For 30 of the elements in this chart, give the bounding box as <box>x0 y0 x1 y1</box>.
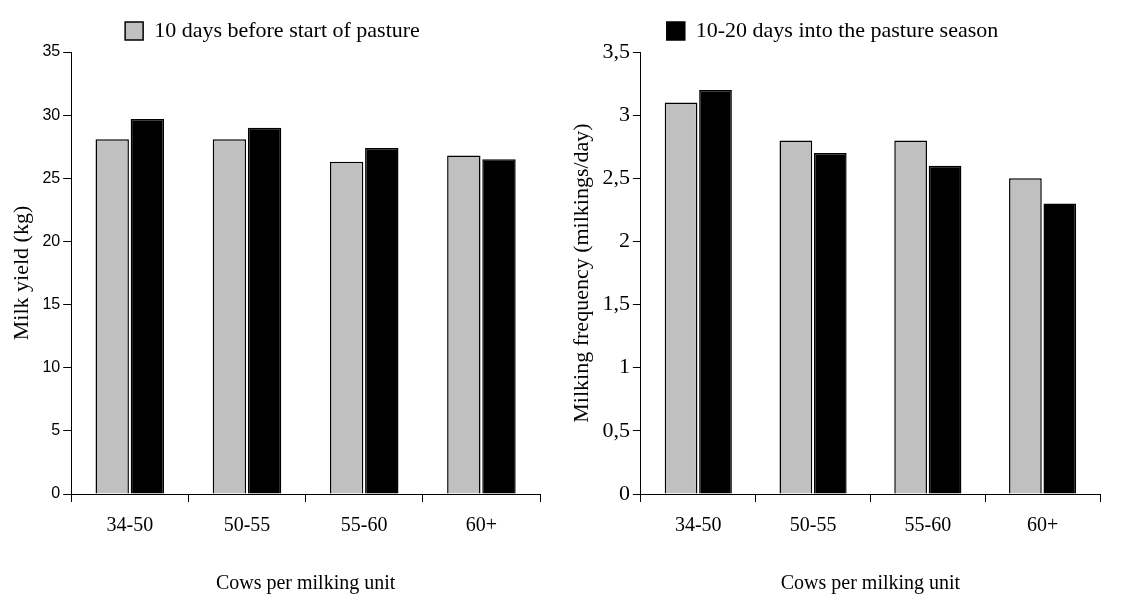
y-tick-label: 15 <box>42 294 61 312</box>
y-tick-label: 10 <box>42 358 61 376</box>
y-tick-label: 30 <box>42 105 61 123</box>
y-tick-label: 0,5 <box>602 416 630 442</box>
x-tick-label: 34-50 <box>106 513 154 536</box>
x-tick-label: 34-50 <box>674 513 722 536</box>
y-axis-title: Milking frequency (milkings/day) <box>567 123 593 423</box>
y-tick-label: 5 <box>51 421 61 439</box>
y-tick-label: 3,5 <box>602 37 630 63</box>
y-tick-label: 2 <box>618 227 630 253</box>
y-tick-label: 1,5 <box>602 290 630 316</box>
legend-label: 10 days before start of pasture <box>154 16 420 42</box>
y-tick-label: 25 <box>42 168 61 186</box>
x-tick-label: 50-55 <box>789 513 837 536</box>
legend-label: 10-20 days into the pasture season <box>695 16 999 42</box>
y-tick-label: 0 <box>618 479 630 505</box>
x-tick-label: 60+ <box>1026 513 1059 536</box>
x-axis-title: Cows per milking unit <box>780 571 961 595</box>
y-tick-label: 2,5 <box>602 164 630 190</box>
x-tick-label: 55-60 <box>340 513 388 536</box>
y-axis-title: Milk yield (kg) <box>7 205 33 341</box>
y-tick-label: 35 <box>42 42 61 60</box>
y-tick-label: 3 <box>618 100 630 126</box>
y-tick-label: 20 <box>42 231 61 249</box>
x-tick-label: 60+ <box>465 513 498 536</box>
y-tick-label: 1 <box>618 353 630 379</box>
x-tick-label: 50-55 <box>223 513 271 536</box>
x-tick-label: 55-60 <box>904 513 952 536</box>
x-axis-title: Cows per milking unit <box>215 571 396 595</box>
y-tick-label: 0 <box>51 484 61 502</box>
